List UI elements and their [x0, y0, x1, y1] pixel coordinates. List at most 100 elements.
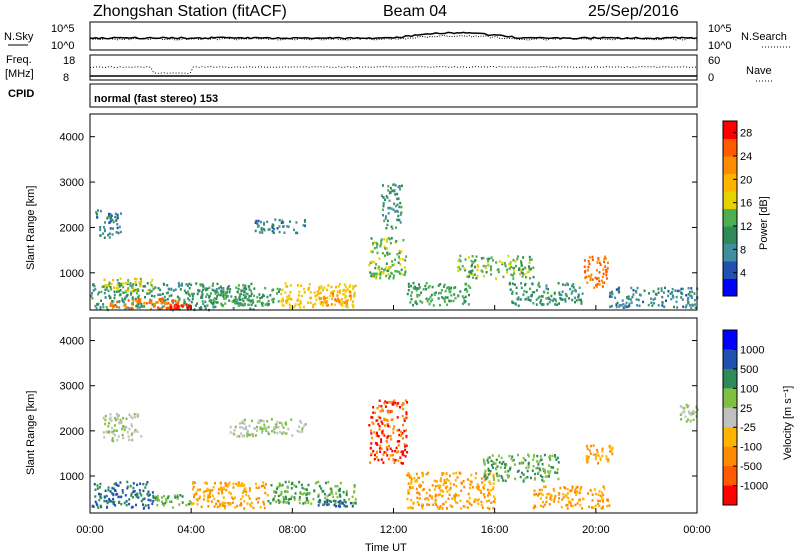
power-cell-11: [517, 304, 520, 307]
station-title: Zhongshan Station (fitACF): [93, 3, 287, 20]
power-cell-10: [485, 271, 488, 274]
power-cell-10: [472, 273, 474, 276]
power-cell-9: [422, 288, 425, 291]
power-cell-10: [461, 264, 464, 268]
power-cell-0: [222, 304, 224, 308]
velocity-cell-5: [375, 456, 378, 459]
cpid-label: CPID: [8, 88, 34, 100]
power-cell-10: [491, 259, 494, 262]
power-cell-12: [602, 281, 604, 285]
velocity-cell-3: [318, 484, 321, 488]
velocity-cell-6: [466, 500, 469, 503]
velocity-colorbar-tick-label-4: -25: [740, 422, 756, 434]
power-cell-9: [419, 300, 422, 303]
velocity-cell-6: [417, 476, 419, 479]
velocity-cell-12: [683, 410, 686, 414]
power-cell-0: [179, 288, 182, 291]
power-cell-5: [303, 305, 305, 309]
power-cell-4: [233, 298, 236, 302]
power-cell-3: [117, 290, 119, 293]
velocity-cell-7: [487, 461, 490, 464]
velocity-ytick-label-3: 4000: [60, 336, 84, 348]
power-cell-10: [506, 271, 509, 274]
velocity-cell-7: [551, 454, 554, 458]
velocity-cell-2: [237, 484, 240, 487]
velocity-cell-6: [425, 473, 428, 476]
power-cell-4: [242, 293, 245, 297]
velocity-cell-6: [489, 489, 492, 492]
power-cell-0: [102, 305, 105, 309]
velocity-cell-3: [293, 498, 296, 501]
power-cell-11: [531, 282, 534, 286]
power-cell-0: [235, 302, 238, 305]
power-cell-14: [276, 227, 279, 230]
velocity-cell-2: [243, 507, 246, 510]
power-cell-9: [459, 290, 462, 293]
velocity-cell-8: [597, 493, 600, 496]
power-cell-4: [261, 304, 264, 307]
power-cell-5: [316, 290, 319, 293]
velocity-cell-0: [117, 484, 120, 487]
power-cell-15: [680, 292, 683, 295]
power-cell-0: [235, 286, 238, 289]
velocity-cell-5: [376, 434, 379, 438]
velocity-cell-5: [392, 400, 395, 404]
power-cell-5: [307, 288, 310, 291]
velocity-cell-4: [337, 504, 340, 508]
cpid-text: normal (fast stereo) 153: [94, 93, 218, 105]
velocity-cell-9: [601, 450, 604, 453]
power-cell-10: [496, 268, 499, 272]
velocity-cell-5: [392, 431, 395, 434]
velocity-cell-8: [571, 498, 574, 501]
power-cell-8: [394, 204, 397, 208]
velocity-cell-2: [193, 495, 195, 499]
velocity-cell-11: [113, 429, 116, 433]
power-cell-2: [176, 306, 179, 310]
velocity-cell-3: [298, 498, 301, 501]
power-cell-10: [468, 273, 471, 276]
power-cell-0: [191, 294, 194, 298]
power-cell-10: [468, 256, 470, 259]
power-cell-0: [149, 298, 152, 302]
power-cell-0: [198, 306, 201, 310]
velocity-cell-6: [406, 497, 409, 501]
power-cell-13: [99, 226, 102, 229]
power-cell-15: [648, 292, 650, 295]
power-cell-0: [124, 296, 127, 299]
power-cell-5: [338, 282, 341, 286]
power-cell-8: [385, 215, 387, 218]
power-cell-5: [282, 299, 285, 303]
power-cell-15: [661, 304, 664, 307]
power-panel-frame: [89, 113, 698, 311]
power-cell-11: [560, 293, 563, 297]
velocity-cell-9: [599, 456, 602, 460]
power-cell-7: [377, 267, 380, 270]
power-cell-13: [116, 223, 119, 226]
power-cell-7: [383, 245, 386, 249]
velocity-cell-0: [138, 489, 141, 492]
power-cell-4: [264, 303, 267, 306]
power-cell-1: [111, 306, 114, 309]
power-cell-11: [537, 296, 540, 300]
velocity-cell-6: [418, 493, 421, 496]
power-cell-10: [514, 260, 517, 263]
velocity-cell-8: [542, 500, 544, 504]
power-cell-15: [629, 298, 632, 301]
velocity-cell-5: [384, 400, 387, 403]
power-cell-1: [157, 306, 160, 309]
velocity-cell-10: [229, 425, 232, 429]
velocity-cell-7: [500, 474, 503, 478]
velocity-cell-11: [137, 414, 140, 417]
velocity-cell-12: [681, 406, 684, 409]
power-cell-11: [545, 284, 548, 287]
power-cell-10: [468, 275, 470, 278]
velocity-cell-5: [386, 436, 389, 439]
power-cell-11: [520, 282, 523, 285]
velocity-cell-0: [91, 504, 94, 508]
velocity-cell-7: [495, 458, 498, 462]
power-cell-5: [349, 297, 352, 301]
velocity-colorbar-swatch-8: [723, 485, 737, 506]
velocity-cell-5: [403, 418, 406, 421]
power-cell-5: [344, 285, 347, 288]
power-cell-5: [296, 284, 299, 287]
